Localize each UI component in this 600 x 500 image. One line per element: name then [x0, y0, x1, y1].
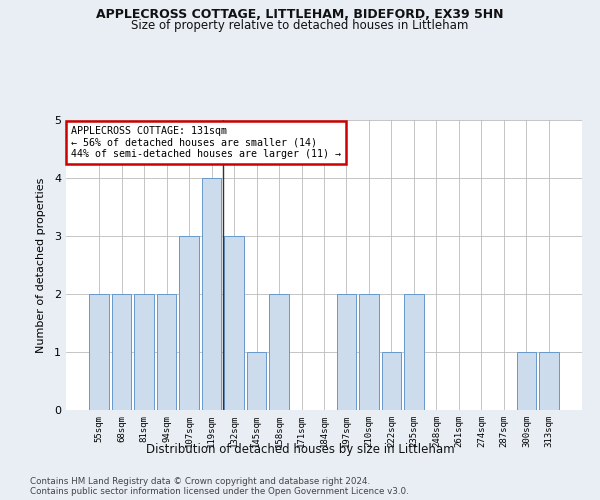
Text: Distribution of detached houses by size in Littleham: Distribution of detached houses by size …: [146, 442, 454, 456]
Bar: [134, 294, 154, 410]
Bar: [517, 352, 536, 410]
Bar: [89, 294, 109, 410]
Bar: [112, 294, 131, 410]
Bar: [404, 294, 424, 410]
Bar: [202, 178, 221, 410]
Text: APPLECROSS COTTAGE, LITTLEHAM, BIDEFORD, EX39 5HN: APPLECROSS COTTAGE, LITTLEHAM, BIDEFORD,…: [96, 8, 504, 20]
Bar: [224, 236, 244, 410]
Bar: [157, 294, 176, 410]
Bar: [359, 294, 379, 410]
Text: Contains public sector information licensed under the Open Government Licence v3: Contains public sector information licen…: [30, 488, 409, 496]
Bar: [179, 236, 199, 410]
Bar: [539, 352, 559, 410]
Bar: [382, 352, 401, 410]
Bar: [337, 294, 356, 410]
Text: Size of property relative to detached houses in Littleham: Size of property relative to detached ho…: [131, 19, 469, 32]
Text: APPLECROSS COTTAGE: 131sqm
← 56% of detached houses are smaller (14)
44% of semi: APPLECROSS COTTAGE: 131sqm ← 56% of deta…: [71, 126, 341, 159]
Bar: [247, 352, 266, 410]
Text: Contains HM Land Registry data © Crown copyright and database right 2024.: Contains HM Land Registry data © Crown c…: [30, 478, 370, 486]
Y-axis label: Number of detached properties: Number of detached properties: [35, 178, 46, 352]
Bar: [269, 294, 289, 410]
